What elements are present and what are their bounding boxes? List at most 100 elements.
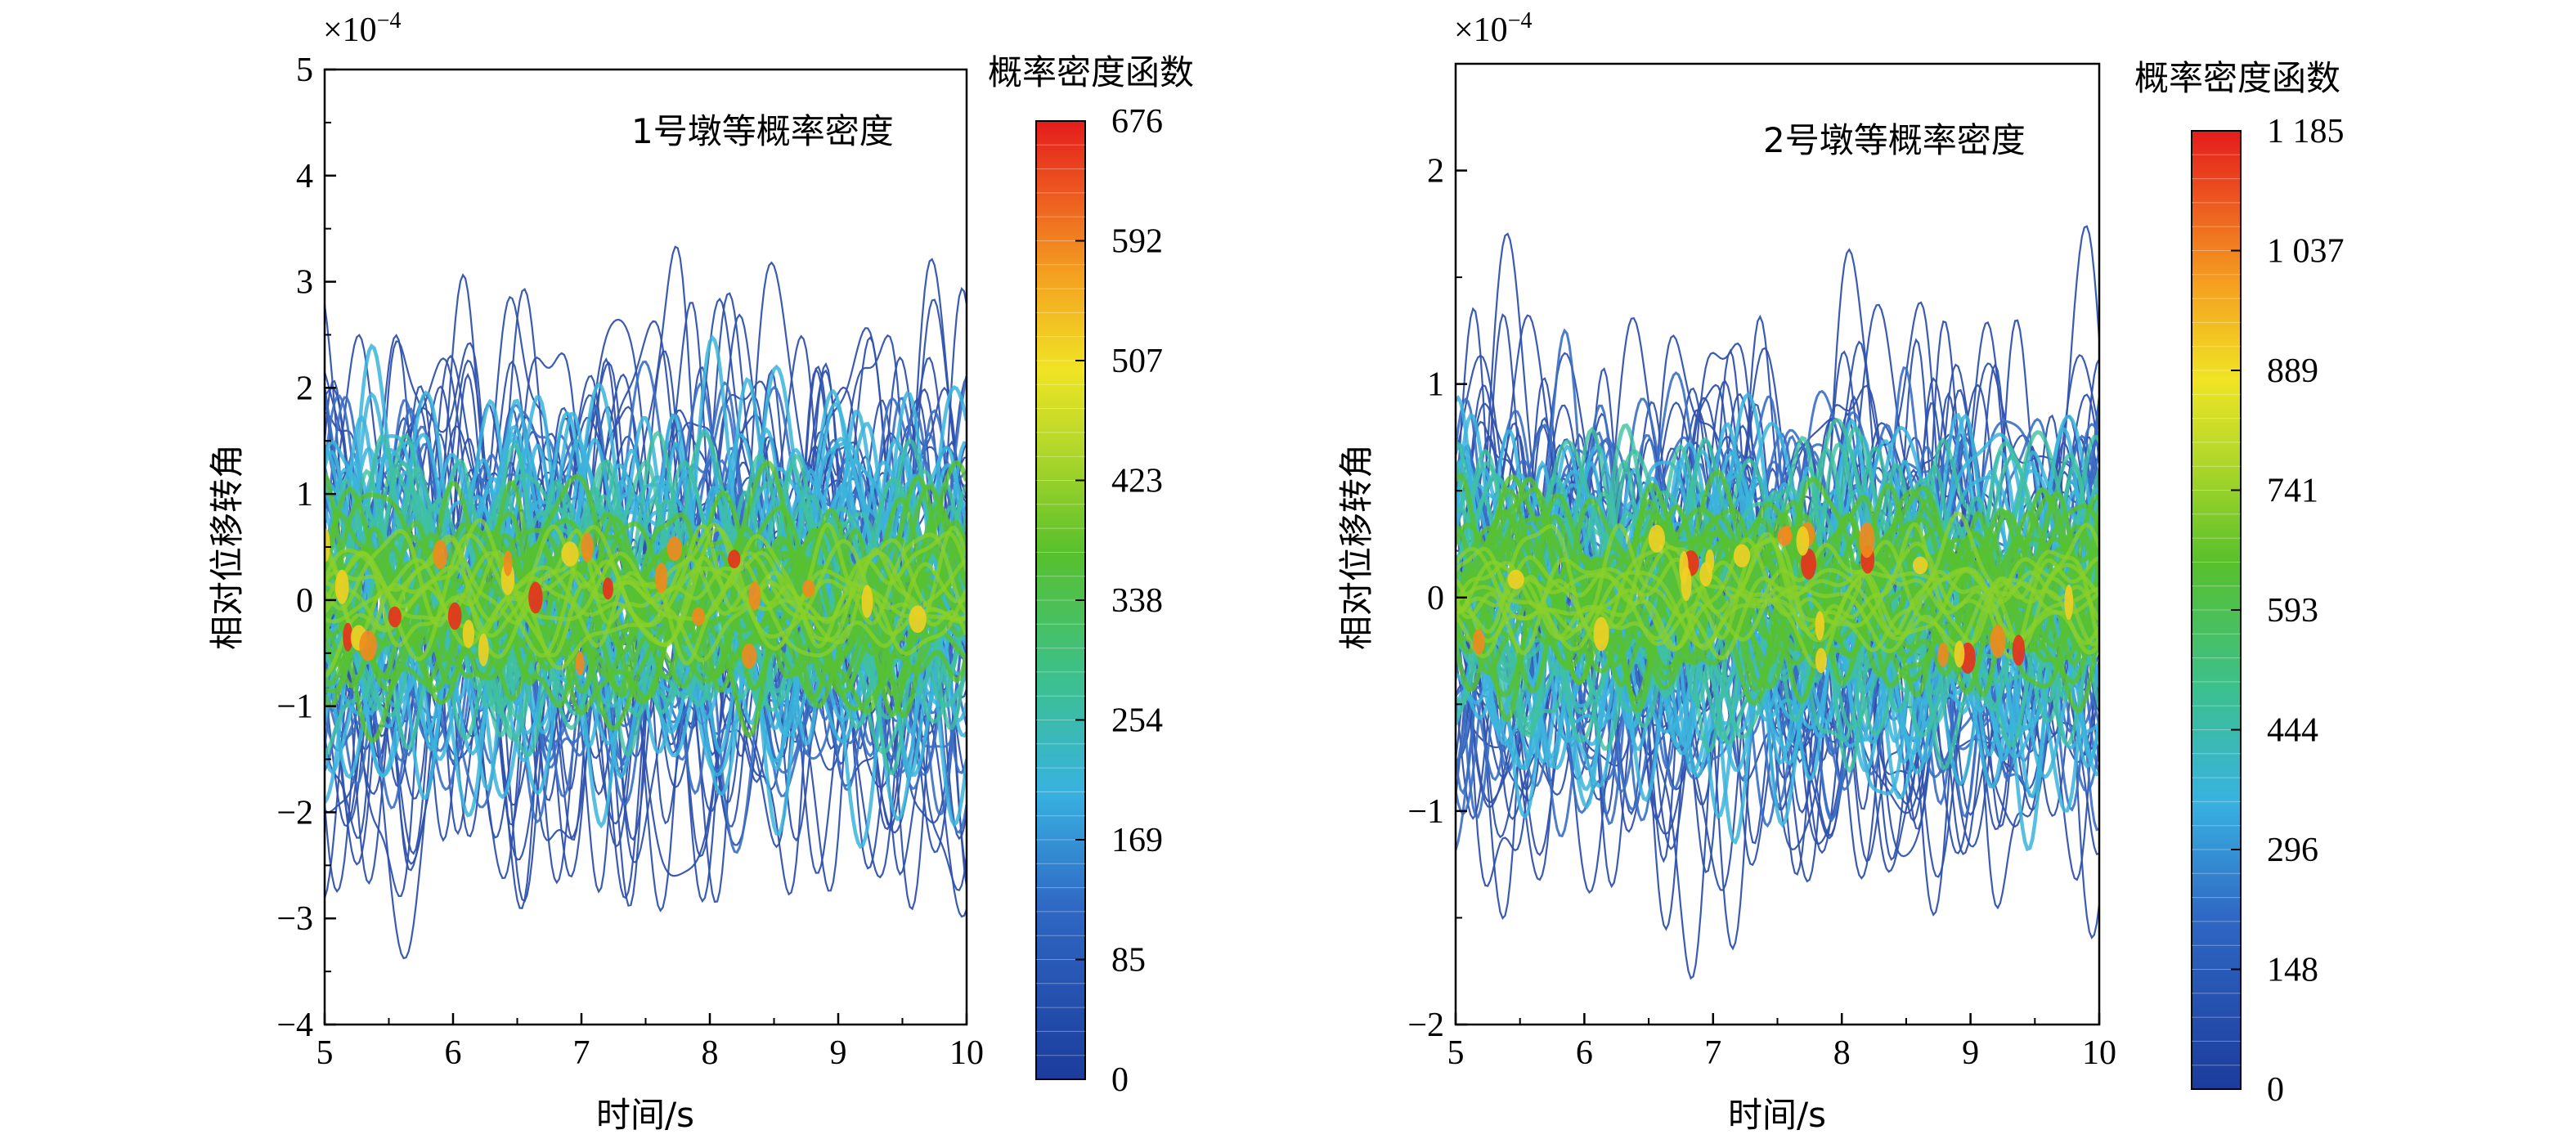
- colorbar-tick-label: 889: [2267, 352, 2318, 390]
- y-axis-label-1: 相对位移转角: [207, 444, 247, 650]
- x-tick-label: 5: [1447, 1034, 1465, 1072]
- x-tick-label: 9: [1962, 1034, 1979, 1072]
- contour-line: [325, 522, 967, 643]
- density-hotspot: [528, 581, 543, 614]
- colorbar-tick-label: 1 037: [2267, 233, 2345, 271]
- chart-panel-2: −2 −1 0 1 2 5 6 7 8 9 10 ×10−4 2号墩等概率密度 时间/s 相对位移…: [1336, 8, 2345, 1135]
- colorbar-tick-label: 148: [2267, 952, 2318, 989]
- y-tick-label: 5: [296, 52, 313, 89]
- chart-panel-1: −4 −3 −2 −1 0 1 2 3 4 5 5 6 7 8 9 10 ×10−4 1号墩等概率密度 时间…: [207, 8, 1194, 1135]
- y-tick-label: −3: [276, 900, 313, 938]
- density-hotspot: [602, 577, 613, 600]
- contour-line: [325, 320, 967, 751]
- y-tick-label: 3: [296, 264, 313, 302]
- contour-line: [1456, 567, 2099, 653]
- density-hotspot: [447, 602, 462, 630]
- contour-field-2: [1456, 225, 2099, 980]
- y-tick-label: −4: [276, 1007, 313, 1044]
- x-tick-label: 7: [573, 1034, 590, 1072]
- density-hotspot: [1796, 526, 1810, 556]
- colorbar-tick-label: 444: [2267, 712, 2318, 750]
- density-hotspot: [1859, 522, 1875, 558]
- x-tick-label: 8: [702, 1034, 719, 1072]
- density-hotspot: [742, 643, 757, 669]
- density-hotspot: [801, 579, 815, 598]
- density-hotspot: [581, 532, 594, 563]
- y-axis-label-2: 相对位移转角: [1336, 444, 1376, 650]
- density-hotspot: [462, 619, 475, 648]
- contour-field-1: [325, 245, 967, 960]
- density-hotspot: [666, 536, 683, 562]
- density-hotspot: [1593, 617, 1609, 652]
- density-hotspot: [478, 633, 489, 666]
- colorbar-tick-label: 1 185: [2267, 113, 2345, 150]
- density-hotspot: [1815, 648, 1827, 674]
- density-hotspot: [325, 528, 330, 562]
- density-hotspot: [654, 563, 668, 594]
- colorbar-1: 概率密度函数 676 592 507 423 338 254 169 85 0: [988, 52, 1194, 1099]
- x-axis-1: 5 6 7 8 9 10: [316, 1013, 984, 1072]
- density-hotspot: [861, 585, 873, 618]
- density-hotspot: [561, 541, 579, 567]
- x-axis-label-2: 时间/s: [1728, 1095, 1826, 1135]
- y-multiplier-2: ×10−4: [1454, 8, 1532, 49]
- x-axis-2: 5 6 7 8 9 10: [1447, 1013, 2116, 1072]
- contour-line: [1456, 563, 2099, 661]
- colorbar-tick-label: 676: [1111, 103, 1163, 141]
- colorbar-tick-label: 592: [1111, 223, 1163, 261]
- density-hotspot: [503, 550, 513, 576]
- density-hotspot: [748, 581, 761, 611]
- x-tick-label: 5: [316, 1034, 334, 1072]
- y-tick-label: 0: [1427, 580, 1444, 617]
- density-hotspot: [1777, 527, 1793, 546]
- density-hotspot: [359, 630, 377, 661]
- y-axis-2: −2 −1 0 1 2: [1407, 63, 1467, 1044]
- density-hotspot: [1801, 548, 1816, 580]
- density-hotspot: [343, 622, 353, 652]
- density-hotspot: [1937, 643, 1949, 667]
- colorbar-tick-label: 85: [1111, 942, 1146, 980]
- y-tick-label: −1: [276, 688, 313, 726]
- y-tick-label: −2: [276, 794, 313, 832]
- y-tick-label: 4: [296, 158, 313, 195]
- density-hotspot: [1912, 556, 1928, 575]
- y-tick-label: −1: [1407, 793, 1444, 831]
- x-tick-label: 10: [2082, 1034, 2116, 1072]
- y-multiplier-1: ×10−4: [323, 8, 401, 49]
- density-hotspot: [692, 607, 706, 626]
- density-hotspot: [1733, 544, 1751, 567]
- x-tick-label: 7: [1704, 1034, 1721, 1072]
- y-tick-label: 2: [296, 370, 313, 407]
- x-tick-label: 8: [1833, 1034, 1851, 1072]
- density-hotspot: [1815, 611, 1824, 641]
- colorbar-tick-label: 0: [1111, 1061, 1129, 1099]
- x-tick-label: 6: [1576, 1034, 1593, 1072]
- density-hotspot: [1648, 524, 1666, 553]
- density-hotspot: [1990, 625, 2006, 658]
- colorbar-title-2: 概率密度函数: [2134, 58, 2340, 98]
- contour-line: [1456, 531, 2099, 694]
- x-tick-label: 10: [949, 1034, 984, 1072]
- plot-annotation-1: 1号墩等概率密度: [631, 111, 894, 151]
- density-hotspot: [1507, 569, 1524, 590]
- density-hotspot: [1699, 562, 1712, 587]
- density-hotspot: [388, 606, 402, 628]
- density-hotspot: [575, 651, 585, 675]
- density-hotspot: [909, 605, 927, 634]
- x-tick-label: 9: [830, 1034, 847, 1072]
- y-axis-1: −4 −3 −2 −1 0 1 2 3 4 5: [276, 52, 336, 1044]
- y-tick-label: 1: [1427, 366, 1444, 404]
- contour-line: [325, 550, 967, 705]
- colorbar-tick-label: 507: [1111, 343, 1163, 380]
- x-axis-label-1: 时间/s: [596, 1095, 694, 1135]
- y-tick-label: 2: [1427, 153, 1444, 191]
- colorbar-2: 概率密度函数 1 185 1 037 889 741 593 444 296 148 0: [2134, 58, 2345, 1109]
- density-hotspot: [1472, 629, 1485, 655]
- colorbar-tick-label: 296: [2267, 832, 2318, 869]
- density-hotspot: [728, 549, 741, 569]
- contour-line: [1456, 518, 2099, 748]
- colorbar-tick-label: 0: [2267, 1071, 2284, 1109]
- colorbar-tick-label: 169: [1111, 822, 1163, 859]
- density-hotspot: [1954, 640, 1965, 668]
